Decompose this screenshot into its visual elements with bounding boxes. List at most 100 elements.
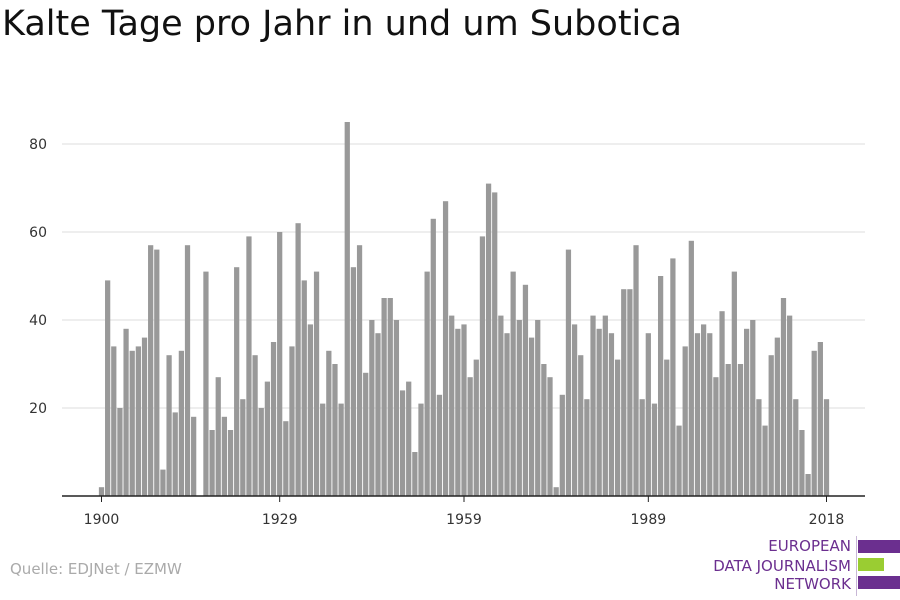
- bar-1921: [227, 430, 234, 496]
- bar-1942: [356, 245, 363, 496]
- bar-1904: [123, 328, 129, 496]
- bar-1998: [700, 324, 707, 496]
- source-note: Quelle: EDJNet / EZMW: [10, 560, 182, 578]
- logo-line-3: NETWORK: [774, 575, 851, 593]
- bar-1953: [424, 271, 430, 496]
- bar-1931: [289, 346, 295, 496]
- bar-1996: [688, 240, 694, 496]
- bar-1955: [436, 394, 443, 496]
- bar-2011: [780, 298, 787, 496]
- bar-2000: [713, 377, 719, 496]
- bar-2006: [750, 320, 756, 496]
- bar-2017: [817, 342, 823, 496]
- bar-1915: [191, 416, 197, 496]
- bar-1920: [221, 416, 228, 496]
- grid-lines: [62, 143, 865, 409]
- edjnet-logo[interactable]: EUROPEAN DATA JOURNALISM NETWORK: [700, 536, 900, 596]
- y-tick-label: 20: [29, 401, 47, 417]
- bar-1954: [430, 218, 436, 497]
- bar-1981: [596, 328, 602, 496]
- bar-1928: [270, 342, 277, 496]
- x-tick-label: 1900: [84, 512, 120, 528]
- bar-1991: [657, 276, 664, 496]
- bar-1911: [166, 355, 172, 496]
- bar-1934: [307, 324, 314, 496]
- bar-1966: [504, 333, 510, 496]
- bar-1940: [344, 122, 350, 496]
- bar-1970: [528, 337, 535, 496]
- bar-1982: [602, 315, 608, 496]
- bar-1972: [541, 364, 547, 496]
- bar-1973: [547, 377, 553, 496]
- bar-1917: [203, 271, 209, 496]
- bar-2007: [756, 399, 762, 496]
- bar-1909: [154, 249, 160, 496]
- bar-1945: [375, 333, 381, 496]
- logo-divider: [856, 536, 857, 596]
- bar-1923: [240, 399, 246, 496]
- bar-1937: [326, 350, 332, 496]
- y-tick-label: 40: [29, 313, 47, 329]
- axes: 20 40 60 80 1900 1929 1959 1989 2018: [29, 137, 865, 528]
- bar-1926: [258, 408, 264, 496]
- bar-1918: [209, 430, 215, 496]
- bar-1983: [608, 333, 615, 496]
- bar-1961: [473, 359, 479, 496]
- bar-2016: [811, 350, 817, 496]
- bar-1935: [313, 271, 320, 496]
- bar-1944: [369, 320, 375, 496]
- bar-2018: [823, 399, 830, 496]
- bar-1952: [418, 403, 424, 496]
- bar-1959: [461, 324, 467, 496]
- logo-bar-middle: [858, 558, 884, 571]
- bar-1957: [449, 315, 455, 496]
- bar-2015: [805, 474, 811, 496]
- bar-1964: [492, 192, 498, 496]
- x-tick-label: 1989: [631, 512, 667, 528]
- bar-1938: [332, 364, 338, 496]
- bar-1906: [135, 346, 141, 496]
- bar-2001: [719, 311, 725, 496]
- bar-1930: [283, 421, 289, 496]
- bar-1962: [479, 236, 486, 496]
- bar-2008: [762, 425, 768, 496]
- bar-1992: [664, 359, 670, 496]
- chart-title: Kalte Tage pro Jahr in und um Subotica: [2, 4, 682, 44]
- bar-1978: [578, 355, 584, 496]
- bar-1980: [590, 315, 596, 496]
- bar-2014: [799, 430, 805, 496]
- bar-1956: [442, 201, 449, 496]
- y-tick-label: 80: [29, 137, 47, 153]
- bar-2012: [787, 315, 793, 496]
- bar-1905: [129, 350, 135, 496]
- bar-1968: [516, 320, 522, 496]
- bar-2005: [744, 328, 750, 496]
- bar-1936: [320, 403, 326, 496]
- bar-1913: [178, 350, 184, 496]
- bar-1989: [645, 333, 651, 496]
- bar-1951: [412, 452, 418, 496]
- bar-1984: [614, 359, 621, 496]
- bar-2009: [768, 355, 774, 496]
- bar-1967: [510, 271, 516, 496]
- bar-1924: [246, 236, 252, 496]
- bar-2003: [731, 271, 737, 496]
- bar-1914: [184, 245, 191, 496]
- bar-1999: [707, 333, 713, 496]
- bar-1974: [553, 487, 559, 496]
- bar-1907: [141, 337, 148, 496]
- bar-1949: [399, 390, 406, 496]
- bar-1965: [498, 315, 504, 496]
- bar-1929: [277, 232, 283, 496]
- x-tick-label: 2018: [809, 512, 845, 528]
- bar-1985: [621, 289, 627, 496]
- bar-1975: [559, 394, 565, 496]
- bar-1993: [670, 258, 676, 496]
- logo-line-2: DATA JOURNALISM: [713, 557, 851, 575]
- bar-1925: [252, 355, 258, 496]
- bar-1987: [633, 245, 639, 496]
- bar-1995: [682, 346, 688, 496]
- bar-1900: [98, 487, 105, 496]
- bar-2004: [737, 364, 744, 496]
